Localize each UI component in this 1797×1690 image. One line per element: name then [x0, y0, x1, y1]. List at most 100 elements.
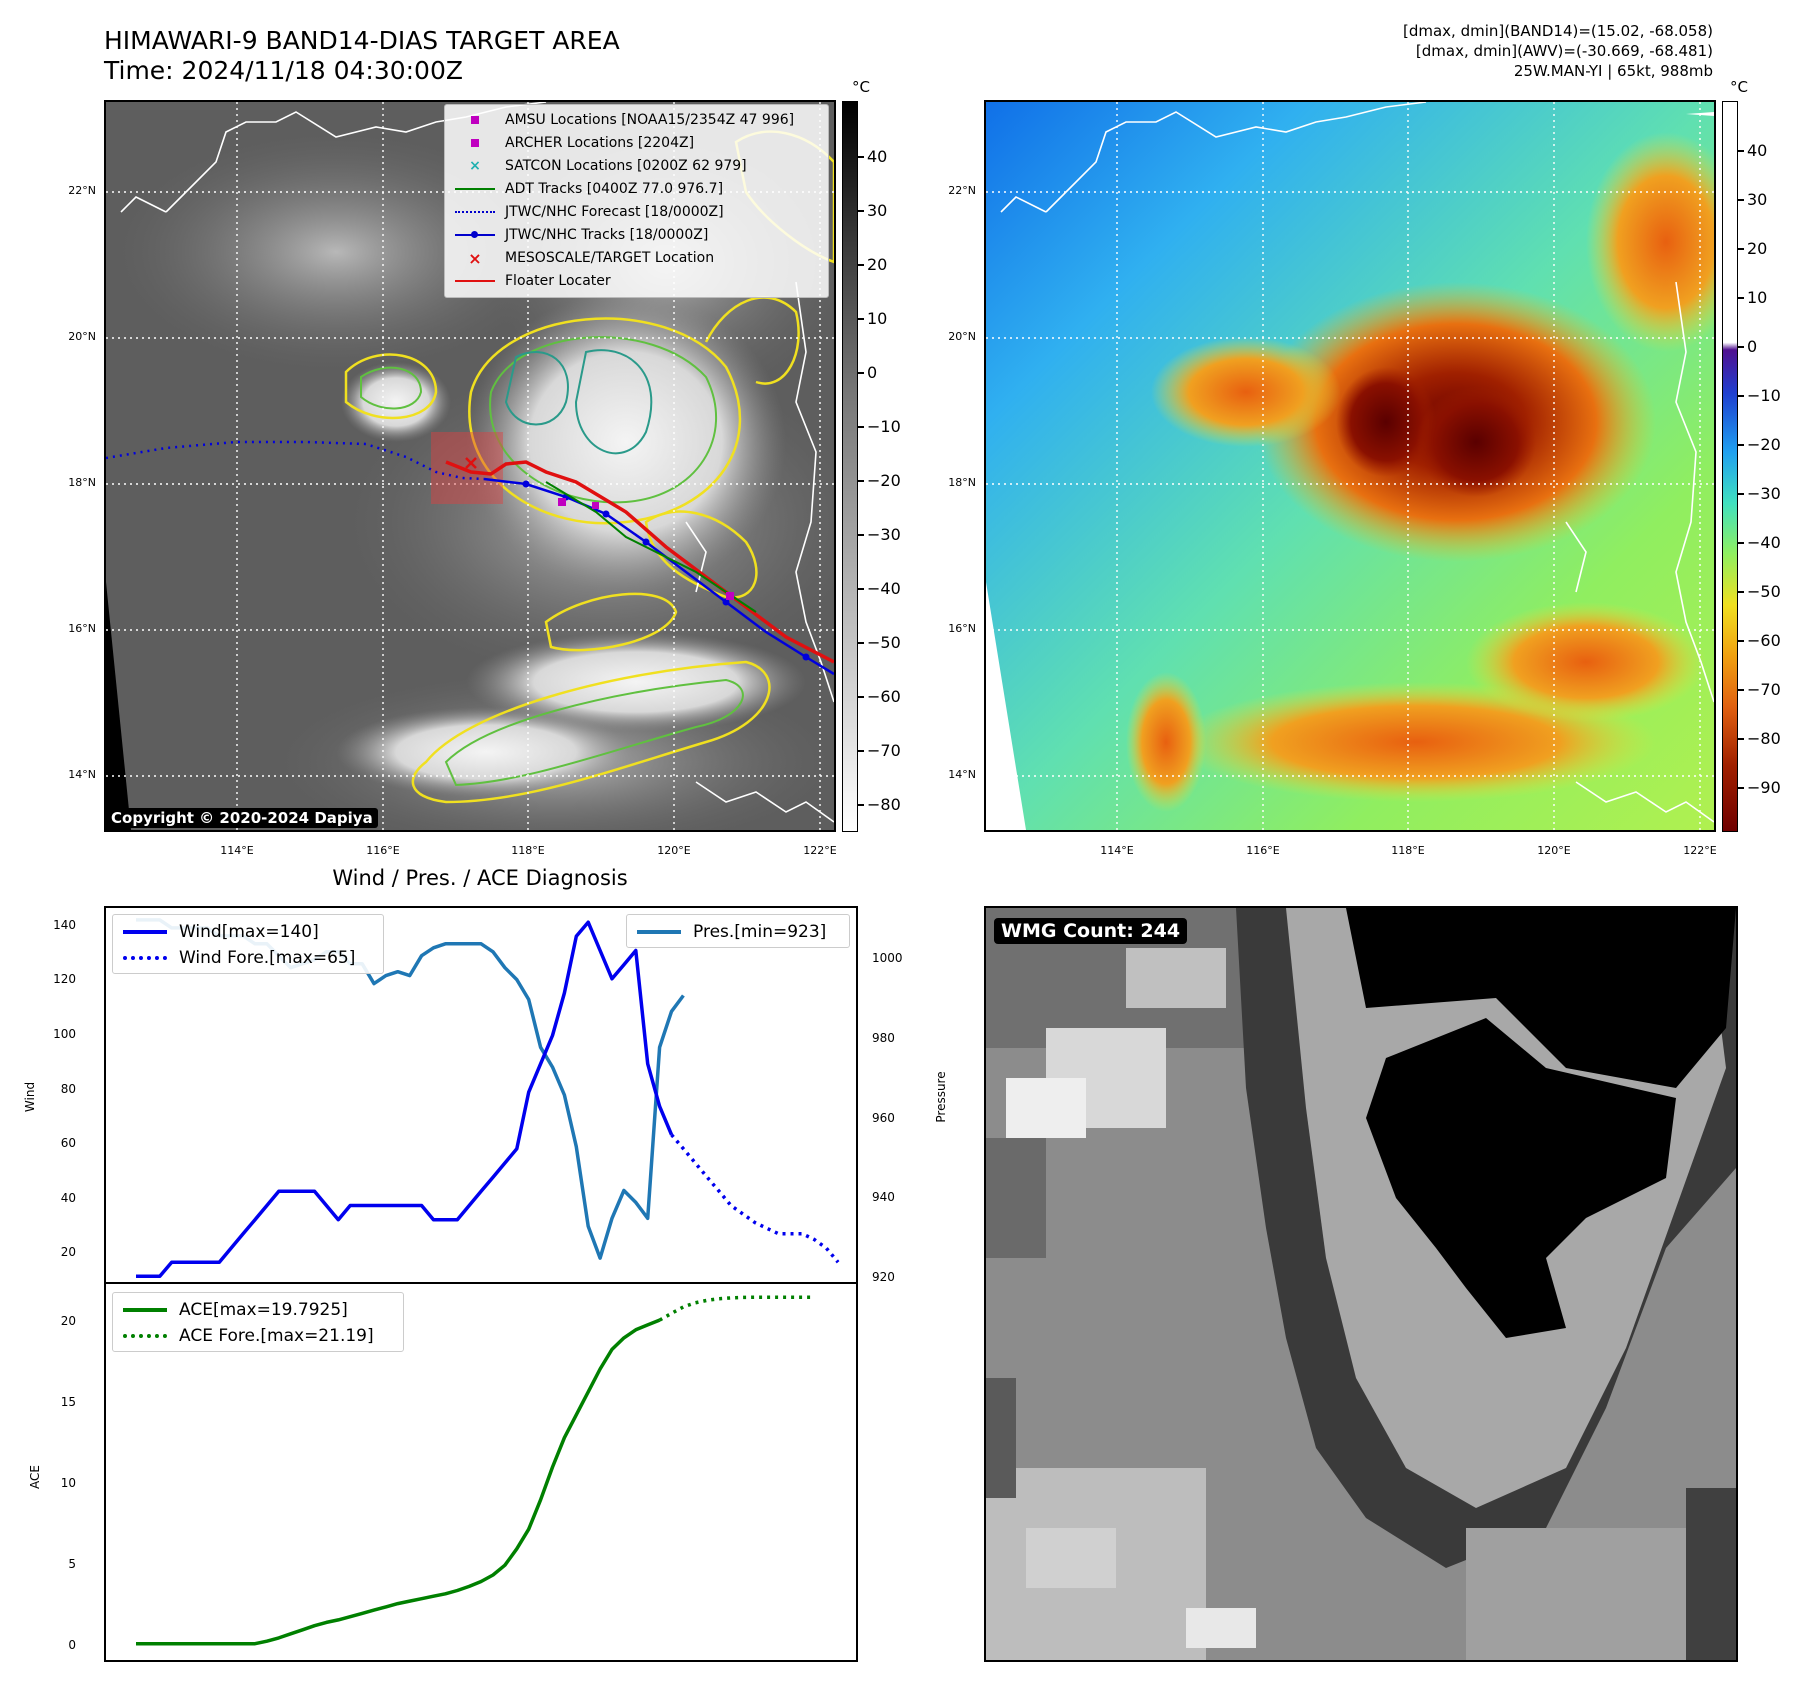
lat-label-22n: 22°N — [948, 184, 976, 197]
colorbar1-tick: −30 — [858, 525, 901, 544]
lat-label-20n: 20°N — [948, 330, 976, 343]
lat-label-16n: 16°N — [948, 622, 976, 635]
colorbar1-tick: −70 — [858, 741, 901, 760]
ace-tick: 20 — [60, 1314, 76, 1328]
legend-item-jtwc-forecast: JTWC/NHC Forecast [18/0000Z] — [453, 201, 724, 223]
legend-item-amsu: AMSU Locations [NOAA15/2354Z 47 996] — [453, 109, 794, 131]
wind-tick: 100 — [53, 1027, 76, 1041]
figure-title-line1: HIMAWARI-9 BAND14-DIAS TARGET AREA — [104, 26, 620, 55]
colorbar2-tick: −40 — [1738, 533, 1781, 552]
info-line2: [dmax, dmin](AWV)=(-30.669, -68.481) — [1415, 42, 1713, 60]
lon-label-120e: 120°E — [1537, 844, 1571, 857]
coastline-luzon — [795, 281, 834, 703]
lon-label-116e: 116°E — [1246, 844, 1280, 857]
ace-tick: 0 — [68, 1638, 76, 1652]
lon-label-122e: 122°E — [803, 844, 837, 857]
coastline-china — [1045, 102, 1427, 213]
ace-line — [136, 1318, 661, 1646]
ace-legend: ACE[max=19.7925] ACE Fore.[max=21.19] — [112, 1292, 404, 1352]
wind-tick: 20 — [60, 1245, 76, 1259]
solid-line-icon — [123, 1308, 167, 1312]
colorbar1-tick: 0 — [857, 363, 878, 382]
info-line3: 25W.MAN-YI | 65kt, 988mb — [1513, 62, 1713, 80]
colorbar2-tick: 40 — [1737, 141, 1768, 160]
ace-tick: 5 — [68, 1557, 76, 1571]
line-icon — [455, 280, 495, 282]
floater-track — [445, 460, 834, 664]
x-marker-icon: × — [468, 248, 482, 268]
colorbar1-unit: °C — [852, 78, 870, 96]
line-icon — [455, 188, 495, 190]
lat-label-18n: 18°N — [68, 476, 96, 489]
colorbar1-tick: −50 — [858, 633, 901, 652]
solid-line-icon — [123, 930, 167, 934]
colorbar1-tick: −60 — [858, 687, 901, 706]
lon-label-118e: 118°E — [511, 844, 545, 857]
colorbar2 — [1722, 101, 1738, 832]
legend-item-jtwc-tracks: JTWC/NHC Tracks [18/0000Z] — [453, 224, 708, 246]
colorbar2-tick: −20 — [1738, 435, 1781, 454]
colorbar1-tick: −20 — [858, 471, 901, 490]
no-data-wedge — [106, 582, 131, 830]
colorbar2-tick: −30 — [1738, 484, 1781, 503]
wind-tick: 120 — [53, 972, 76, 986]
lon-label-116e: 116°E — [366, 844, 400, 857]
wind-line — [136, 920, 674, 1279]
lon-label-114e: 114°E — [1100, 844, 1134, 857]
wmg-svg — [986, 908, 1736, 1660]
wmg-panel — [984, 906, 1738, 1662]
wind-tick: 80 — [60, 1082, 76, 1096]
legend-wind-fore: Wind Fore.[max=65] — [123, 945, 355, 971]
lat-label-22n: 22°N — [68, 184, 96, 197]
ace-forecast-line — [658, 1295, 815, 1322]
colorbar2-tick: 20 — [1737, 239, 1768, 258]
pressure-tick: 940 — [872, 1190, 895, 1204]
solid-line-icon — [637, 930, 681, 934]
colorbar2-tick: 0 — [1737, 337, 1758, 356]
colorbar2-tick: 30 — [1737, 190, 1768, 209]
colorbar1-tick: 40 — [857, 147, 888, 166]
pressure-tick: 960 — [872, 1111, 895, 1125]
colorbar2-unit: °C — [1730, 78, 1748, 96]
pressure-legend: Pres.[min=923] — [626, 914, 850, 948]
lat-label-20n: 20°N — [68, 330, 96, 343]
lon-label-118e: 118°E — [1391, 844, 1425, 857]
map-gridlines — [986, 102, 1714, 830]
legend-pressure: Pres.[min=923] — [637, 919, 826, 945]
pressure-tick: 1000 — [872, 951, 903, 965]
wind-axis-title: Wind — [23, 1081, 37, 1113]
legend-item-mesoscale: × MESOSCALE/TARGET Location — [468, 248, 715, 268]
colorbar1-tick: −10 — [858, 417, 901, 436]
diagnosis-title: Wind / Pres. / ACE Diagnosis — [332, 866, 628, 890]
wmg-eye-core — [1366, 1018, 1676, 1338]
colorbar2-tick: −80 — [1738, 729, 1781, 748]
wind-tick: 140 — [53, 918, 76, 932]
lat-label-16n: 16°N — [68, 622, 96, 635]
jtwc-forecast-track — [106, 440, 485, 481]
ace-svg — [136, 1295, 815, 1646]
square-marker-icon — [471, 116, 479, 124]
lon-label-114e: 114°E — [220, 844, 254, 857]
colorbar1-tick: 20 — [857, 255, 888, 274]
lat-label-18n: 18°N — [948, 476, 976, 489]
info-line1: [dmax, dmin](BAND14)=(15.02, -68.058) — [1402, 22, 1713, 40]
lat-label-14n: 14°N — [948, 768, 976, 781]
square-marker-icon — [471, 139, 479, 147]
ace-tick: 10 — [60, 1476, 76, 1490]
pressure-axis-title: Pressure — [934, 1071, 948, 1123]
figure-title-line2: Time: 2024/11/18 04:30:00Z — [104, 56, 463, 85]
awv-map-svg — [986, 102, 1714, 830]
line-dot-icon — [455, 231, 495, 238]
dotted-line-icon — [123, 956, 167, 960]
wind-forecast-line — [670, 1133, 840, 1264]
colorbar2-tick: 10 — [1737, 288, 1768, 307]
x-marker-icon: × — [469, 158, 481, 174]
colorbar1 — [842, 101, 858, 832]
colorbar1-tick: 30 — [857, 201, 888, 220]
colorbar1-tick: 10 — [857, 309, 888, 328]
wmg-count-badge: WMG Count: 244 — [994, 918, 1188, 944]
pressure-tick: 980 — [872, 1031, 895, 1045]
legend-item-adt: ADT Tracks [0400Z 77.0 976.7] — [453, 178, 723, 200]
pressure-tick: 920 — [872, 1270, 895, 1284]
colorbar2-tick: −50 — [1738, 582, 1781, 601]
